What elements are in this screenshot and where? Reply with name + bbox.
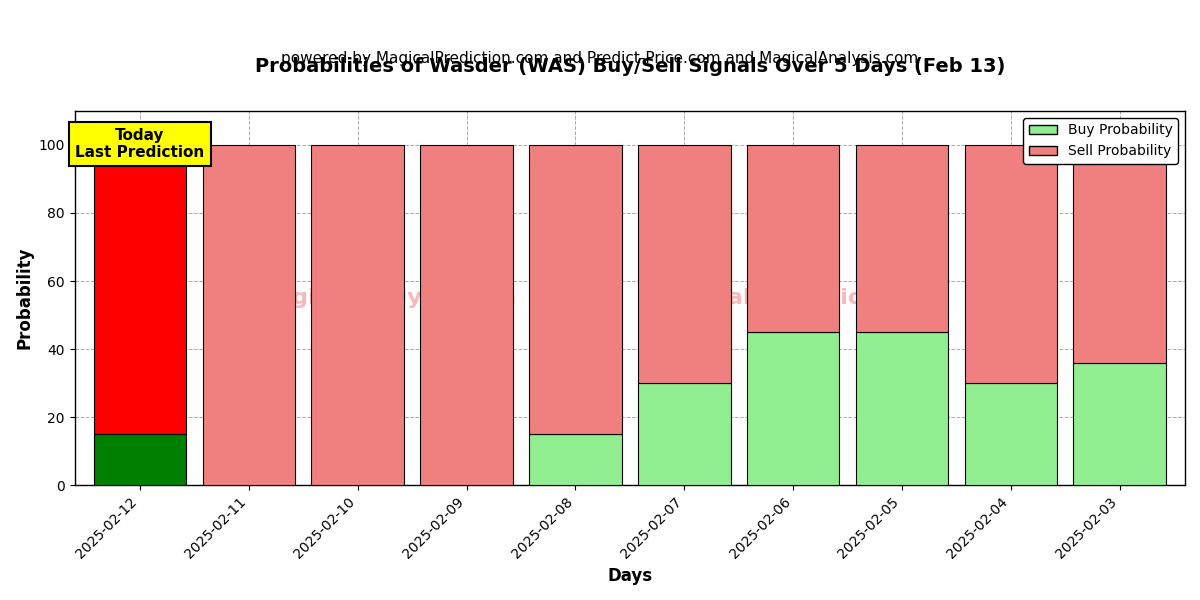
Bar [856,145,948,332]
Bar [638,145,731,383]
Bar [638,383,731,485]
X-axis label: Days: Days [607,567,653,585]
Bar [94,145,186,434]
Title: Probabilities of Wasder (WAS) Buy/Sell Signals Over 5 Days (Feb 13): Probabilities of Wasder (WAS) Buy/Sell S… [254,57,1006,76]
Bar [94,434,186,485]
Legend: Buy Probability, Sell Probability: Buy Probability, Sell Probability [1024,118,1178,164]
Bar [1074,363,1166,485]
Bar [529,434,622,485]
Text: MagicalAnalysis.com: MagicalAnalysis.com [254,288,516,308]
Bar [965,145,1057,383]
Bar [965,383,1057,485]
Bar [529,145,622,434]
Bar [746,332,839,485]
Bar [1074,145,1166,363]
Bar [856,332,948,485]
Y-axis label: Probability: Probability [16,247,34,349]
Bar [312,145,404,485]
Text: Today
Last Prediction: Today Last Prediction [76,128,204,160]
Text: MagicalPrediction.com: MagicalPrediction.com [654,288,940,308]
Bar [203,145,295,485]
Bar [746,145,839,332]
Text: powered by MagicalPrediction.com and Predict-Price.com and MagicalAnalysis.com: powered by MagicalPrediction.com and Pre… [281,51,919,66]
Bar [420,145,512,485]
